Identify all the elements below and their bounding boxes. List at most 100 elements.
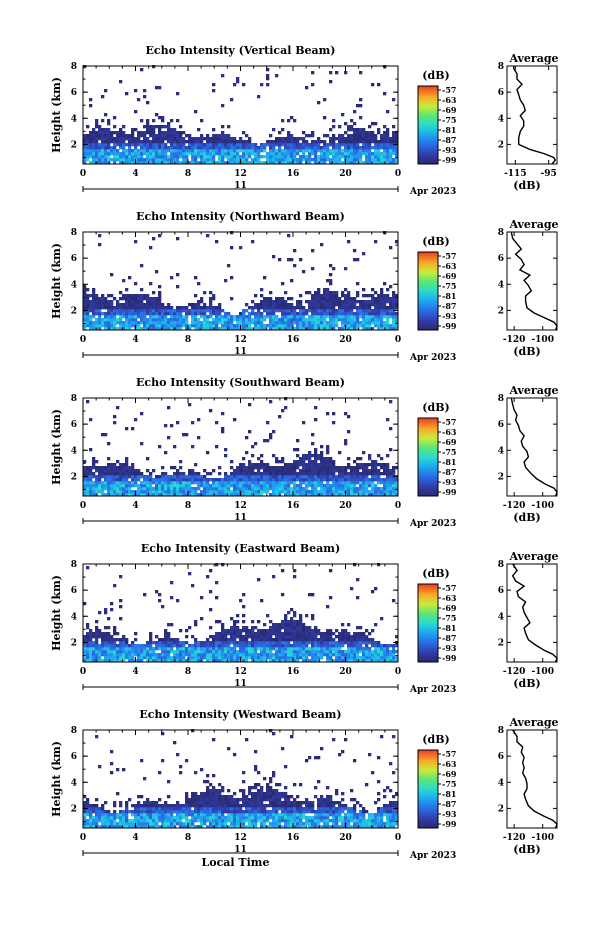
heatmap-cell [257, 641, 260, 644]
heatmap-cell [278, 481, 281, 484]
heatmap-cell [293, 448, 296, 451]
heatmap-cell [113, 306, 116, 309]
heatmap-cell [128, 315, 131, 318]
heatmap-cell [239, 650, 242, 653]
heatmap-cell [308, 457, 311, 460]
heatmap-cell [161, 306, 164, 309]
heatmap-cell [218, 303, 221, 306]
heatmap-cell [260, 149, 263, 152]
heatmap-cell [128, 647, 131, 650]
heatmap-cell [266, 439, 269, 442]
heatmap-cell [119, 80, 122, 83]
heatmap-cell [110, 324, 113, 327]
heatmap-cell [215, 647, 218, 650]
heatmap-cell [143, 487, 146, 490]
heatmap-cell [200, 152, 203, 155]
heatmap-cell [371, 83, 374, 86]
heatmap-cell [137, 155, 140, 158]
heatmap-cell [299, 490, 302, 493]
heatmap-cell [212, 484, 215, 487]
heatmap-cell [146, 300, 149, 303]
heatmap-cell [365, 140, 368, 143]
heatmap-cell [125, 427, 128, 430]
heatmap-cell [107, 324, 110, 327]
heatmap-cell [113, 421, 116, 424]
heatmap-cell [299, 614, 302, 617]
heatmap-cell [113, 656, 116, 659]
heatmap-cell [206, 158, 209, 161]
heatmap-cell [209, 312, 212, 315]
heatmap-cell [203, 490, 206, 493]
heatmap-cell [101, 300, 104, 303]
heatmap-cell [125, 288, 128, 291]
x-tick-label: 20 [339, 169, 352, 179]
heatmap-cell [161, 312, 164, 315]
heatmap-cell [158, 152, 161, 155]
heatmap-cell [308, 475, 311, 478]
heatmap-cell [206, 653, 209, 656]
heatmap-cell [110, 300, 113, 303]
heatmap-cell [200, 653, 203, 656]
heatmap-cell [245, 632, 248, 635]
heatmap-cell [230, 475, 233, 478]
heatmap-cell [335, 152, 338, 155]
heatmap-cell [212, 324, 215, 327]
heatmap-cell [167, 653, 170, 656]
heatmap-cell [359, 484, 362, 487]
heatmap-cell [383, 92, 386, 95]
heatmap-cell [98, 143, 101, 146]
heatmap-cell [125, 475, 128, 478]
heatmap-cell [326, 478, 329, 481]
heatmap-cell [215, 312, 218, 315]
heatmap-cell [392, 478, 395, 481]
heatmap-cell [224, 143, 227, 146]
heatmap-cell [341, 321, 344, 324]
heatmap-cell [95, 620, 98, 623]
heatmap-cell [308, 451, 311, 454]
heatmap-cell [245, 472, 248, 475]
heatmap-cell [380, 324, 383, 327]
heatmap-cell [335, 146, 338, 149]
heatmap-cell [116, 131, 119, 134]
heatmap-cell [383, 158, 386, 161]
heatmap-cell [212, 321, 215, 324]
heatmap-cell [119, 644, 122, 647]
heatmap-cell [287, 258, 290, 261]
heatmap-cell [116, 475, 119, 478]
heatmap-cell [281, 569, 284, 572]
heatmap-cell [299, 478, 302, 481]
heatmap-cell [389, 650, 392, 653]
heatmap-cell [167, 158, 170, 161]
heatmap-cell [194, 143, 197, 146]
heatmap-cell [164, 424, 167, 427]
heatmap-cell [158, 285, 161, 288]
heatmap-cell [338, 140, 341, 143]
heatmap-cell [245, 140, 248, 143]
heatmap-cell [140, 131, 143, 134]
heatmap-cell [332, 460, 335, 463]
heatmap-cell [164, 644, 167, 647]
heatmap-cell [338, 632, 341, 635]
heatmap-cell [104, 433, 107, 436]
heatmap-cell [179, 647, 182, 650]
heatmap-cell [323, 297, 326, 300]
heatmap-cell [146, 656, 149, 659]
heatmap-cell [179, 152, 182, 155]
heatmap-cell [287, 481, 290, 484]
heatmap-cell [275, 303, 278, 306]
heatmap-cell [338, 641, 341, 644]
heatmap-cell [122, 306, 125, 309]
heatmap-cell [278, 140, 281, 143]
heatmap-cell [149, 490, 152, 493]
heatmap-cell [359, 306, 362, 309]
heatmap-cell [176, 484, 179, 487]
heatmap-cell [224, 279, 227, 282]
heatmap-cell [287, 626, 290, 629]
heatmap-cell [344, 650, 347, 653]
heatmap-cell [197, 644, 200, 647]
heatmap-cell [317, 475, 320, 478]
heatmap-cell [116, 490, 119, 493]
heatmap-cell [134, 149, 137, 152]
heatmap-cell [302, 158, 305, 161]
heatmap-cell [272, 626, 275, 629]
